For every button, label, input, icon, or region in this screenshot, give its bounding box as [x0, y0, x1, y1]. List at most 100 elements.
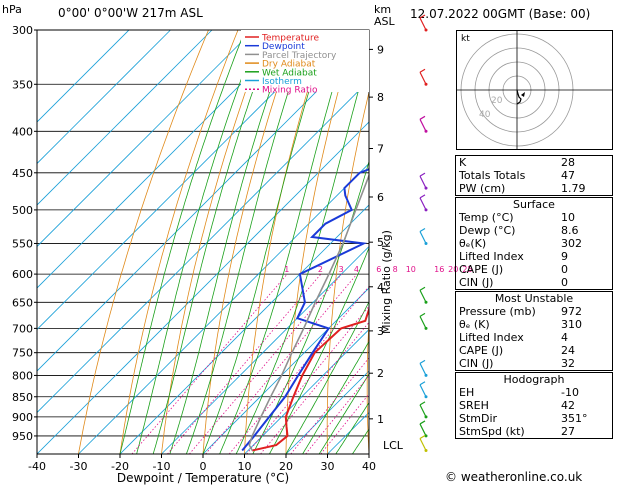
wind-barb-flag — [419, 14, 426, 19]
mixing-ratio-line — [290, 357, 369, 454]
index-label: PW (cm) — [459, 182, 506, 195]
hodo-label: StmSpd (kt) — [459, 425, 525, 438]
wet-adiabat-line — [202, 30, 329, 454]
surface-row: Temp (°C) 10 — [456, 211, 613, 224]
hpa-label: hPa — [2, 3, 22, 16]
wind-barb-flag — [419, 172, 426, 177]
surface-row: θₑ(K) 302 — [456, 237, 613, 250]
surface-row: Dewp (°C) 8.6 — [456, 224, 613, 237]
km-tick-label: 3 — [377, 325, 384, 338]
pressure-tick-label: 350 — [12, 78, 33, 91]
dewpoint-series — [241, 168, 369, 452]
mu-value: 24 — [561, 344, 575, 357]
copyright[interactable]: © weatheronline.co.uk — [445, 470, 583, 484]
wind-barb-staff — [419, 119, 427, 132]
wind-barb-dot — [424, 241, 428, 245]
wind-barb-flag — [419, 420, 426, 425]
wind-barb-dot — [424, 28, 428, 32]
most-unstable-table: Most Unstable Pressure (mb) 972 θₑ (K) 310 L… — [455, 291, 613, 371]
isotherm-line — [78, 162, 369, 454]
background-lines — [37, 30, 369, 454]
km-tick-label: 4 — [377, 281, 384, 294]
mixing-ratio-label: 4 — [354, 265, 359, 274]
surface-label: CIN (J) — [459, 276, 494, 289]
wind-barb-dot — [424, 395, 428, 399]
mu-label: θₑ (K) — [459, 318, 490, 331]
wind-barb-dot — [424, 300, 428, 304]
wet-adiabat-line — [335, 402, 369, 454]
pressure-tick-label: 900 — [12, 411, 33, 424]
pressure-tick-label: 550 — [12, 237, 33, 250]
location-title: 0°00' 0°00'W 217m ASL — [58, 6, 203, 20]
dry-adiabat-line — [119, 30, 239, 454]
mu-label: Lifted Index — [459, 331, 524, 344]
mu-value: 32 — [561, 357, 575, 370]
index-value: 1.79 — [561, 182, 586, 195]
hodo-label: EH — [459, 386, 475, 399]
hodo-value: -10 — [561, 386, 579, 399]
mixing-ratio-line — [228, 285, 369, 454]
wind-barb-staff — [419, 384, 427, 398]
index-value: 47 — [561, 169, 575, 182]
mu-row: CIN (J) 32 — [456, 357, 613, 371]
wind-barb-staff — [419, 404, 427, 418]
hodo-ring-label-40: 40 — [479, 110, 491, 120]
wind-barb-staff — [419, 197, 427, 211]
mu-value: 4 — [561, 331, 568, 344]
wind-barbs — [419, 14, 428, 452]
wind-barb-dot — [424, 326, 428, 330]
km-tick-label: 5 — [377, 236, 384, 249]
wind-barb-dot — [424, 186, 428, 190]
pressure-tick-label: 650 — [12, 296, 33, 309]
temperature-series — [251, 306, 369, 452]
wind-barb-flag — [419, 68, 426, 73]
mixing-ratio-line — [167, 273, 322, 454]
legend-label: Temperature — [261, 34, 319, 44]
indices-panel: K 28 Totals Totals 47 PW (cm) 1.79 Surface Te… — [455, 155, 613, 440]
isotherm-line — [37, 30, 296, 289]
x-tick-label: -40 — [28, 460, 46, 473]
pressure-tick-label: 800 — [12, 369, 33, 382]
x-tick-label: -30 — [70, 460, 88, 473]
mu-value: 310 — [561, 318, 582, 331]
km-tick-label: 1 — [377, 413, 384, 426]
axes: 3003504004505005506006507007508008509009… — [12, 24, 404, 473]
mu-label: CAPE (J) — [459, 344, 504, 357]
surface-value: 9 — [561, 250, 568, 263]
mixing-ratio-label: 6 — [376, 265, 381, 274]
mixing-ratio-line — [320, 393, 369, 454]
legend-label: Dry Adiabat — [262, 60, 316, 70]
hodo-storm-arrow — [521, 92, 525, 97]
wind-barb-dot — [424, 373, 428, 377]
legend-label: Wet Adiabat — [262, 68, 317, 78]
surface-value: 302 — [561, 237, 582, 250]
isotherm-line — [37, 30, 254, 248]
pressure-tick-label: 850 — [12, 391, 33, 404]
wind-barb-staff — [419, 17, 427, 31]
mixing-ratio-label: 20 — [448, 265, 458, 274]
surface-label: Lifted Index — [459, 250, 524, 263]
wind-barb-dot — [424, 434, 428, 438]
wind-barb-flag — [419, 434, 426, 439]
wet-adiabat-line — [318, 373, 369, 454]
isotherm-line — [161, 245, 369, 454]
dry-adiabat-line — [326, 90, 369, 454]
wet-adiabat-line — [136, 30, 260, 454]
mixing-ratio-line — [131, 273, 288, 454]
index-label: K — [459, 156, 467, 169]
mu-row: Lifted Index 4 — [456, 331, 613, 344]
wind-barb-dot — [424, 448, 428, 452]
wet-adiabat-line — [186, 30, 309, 454]
hodo-value: 27 — [561, 425, 575, 438]
mu-label: Pressure (mb) — [459, 305, 536, 318]
hodo-row: StmDir 351° — [456, 412, 613, 425]
surface-row: Lifted Index 9 — [456, 250, 613, 263]
pressure-tick-label: 400 — [12, 125, 33, 138]
wind-barb-flag — [419, 227, 426, 232]
index-label: Totals Totals — [459, 169, 526, 182]
x-axis-label: Dewpoint / Temperature (°C) — [117, 471, 289, 485]
wet-adiabat-line — [235, 51, 369, 454]
pressure-tick-label: 500 — [12, 204, 33, 217]
mixing-ratio-label: 10 — [406, 265, 416, 274]
